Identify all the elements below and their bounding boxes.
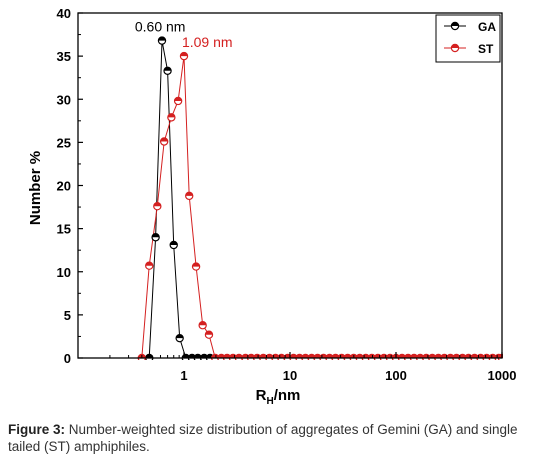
series-layer	[137, 36, 503, 360]
x-tick-label: 10	[283, 368, 297, 383]
legend-marker-ga	[450, 21, 460, 31]
x-axis: 1 10 100 1000	[109, 352, 517, 383]
data-point-st	[198, 321, 207, 330]
y-tick-label: 30	[57, 92, 71, 107]
data-point-st	[153, 201, 162, 211]
annotations: 0.60 nm1.09 nm	[135, 19, 233, 51]
x-axis-label: RH/nm	[256, 387, 301, 407]
y-tick-label: 35	[57, 49, 71, 64]
x-tick-label: 1	[180, 368, 187, 383]
data-point-st	[185, 191, 194, 201]
legend-marker-st	[450, 43, 460, 53]
legend-box	[435, 14, 501, 63]
data-point-st	[204, 330, 214, 339]
legend-label-ga: GA	[478, 20, 496, 34]
data-point-st	[173, 96, 183, 106]
data-point-ga	[175, 333, 184, 343]
figure-caption: Figure 3: Number-weighted size distribut…	[8, 421, 536, 455]
y-tick-label: 20	[57, 179, 71, 194]
y-tick-label: 0	[64, 351, 71, 366]
data-point-ga	[151, 233, 160, 242]
x-axis-label-subscript: H	[266, 396, 273, 407]
peak-annotation: 0.60 nm	[135, 19, 186, 35]
x-axis-label-tail: /nm	[274, 387, 301, 404]
series-line-st	[141, 56, 502, 359]
y-tick-label: 5	[64, 308, 71, 323]
caption-label: Figure 3:	[8, 422, 66, 437]
peak-annotation: 1.09 nm	[182, 34, 233, 50]
y-tick-label: 40	[57, 6, 71, 21]
chart: 0 5 10 15 20 25 30 35 40 1 10 100 1000 Number % RH/…	[27, 6, 517, 407]
y-tick-label: 10	[57, 265, 71, 280]
y-axis-label: Number %	[27, 151, 44, 225]
plot-frame	[77, 12, 503, 359]
data-point-ga	[169, 240, 178, 250]
legend-label-st: ST	[478, 42, 494, 56]
y-axis: 0 5 10 15 20 25 30 35 40	[57, 6, 83, 366]
data-point-st	[159, 137, 169, 146]
x-tick-label: 100	[385, 368, 407, 383]
data-point-ga	[157, 36, 167, 45]
data-point-st	[179, 51, 189, 61]
x-axis-label-main: R	[256, 387, 267, 404]
data-point-st	[145, 261, 154, 270]
caption-text: Number-weighted size distribution of agg…	[8, 422, 518, 454]
y-tick-label: 25	[57, 135, 71, 150]
data-point-st	[167, 113, 176, 122]
x-tick-label: 1000	[488, 368, 517, 383]
data-point-ga	[163, 66, 172, 75]
y-tick-label: 15	[57, 222, 71, 237]
data-point-st	[191, 262, 201, 271]
legend: GA ST	[435, 14, 501, 63]
